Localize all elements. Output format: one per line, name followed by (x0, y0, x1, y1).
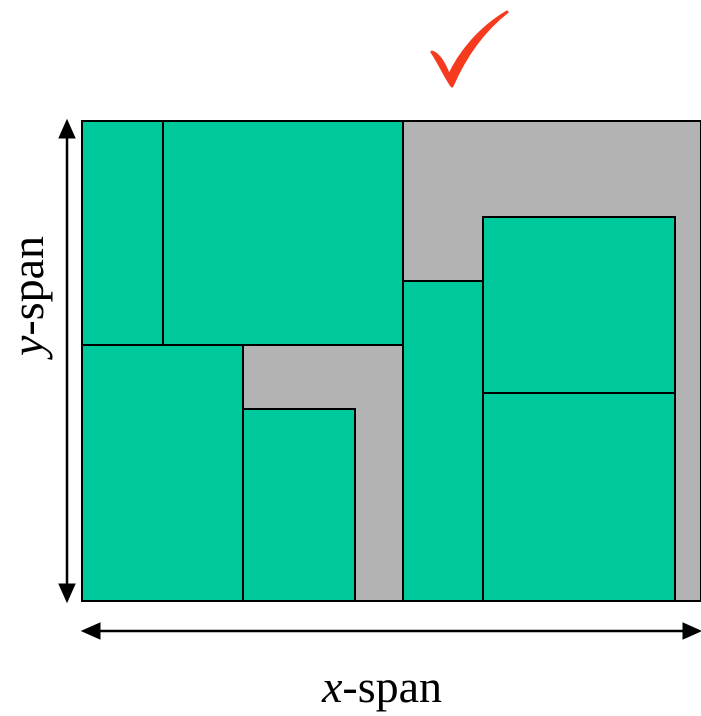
y-variable: y (2, 335, 53, 357)
x-arrow-head-left (80, 622, 101, 640)
y-span-label: y-span (2, 235, 53, 357)
rect-4 (242, 408, 356, 602)
x-variable: x (322, 661, 343, 712)
checkmark-icon (430, 10, 509, 88)
x-arrow-head-right (682, 622, 701, 640)
packed-rectangles (81, 120, 676, 602)
y-suffix: -span (2, 235, 53, 336)
rect-1 (81, 120, 164, 346)
rect-3 (81, 344, 244, 602)
y-arrow-head-bottom (58, 583, 76, 604)
bounding-box-border (81, 120, 701, 602)
x-span-label: x-span (322, 664, 442, 710)
rect-2 (162, 120, 404, 346)
x-span-arrow (80, 622, 701, 640)
x-suffix: -span (342, 661, 443, 712)
y-span-arrow (58, 118, 76, 604)
y-arrow-head-top (58, 118, 76, 139)
rect-7 (482, 392, 676, 602)
rect-5 (402, 280, 484, 602)
rect-6 (482, 216, 676, 394)
